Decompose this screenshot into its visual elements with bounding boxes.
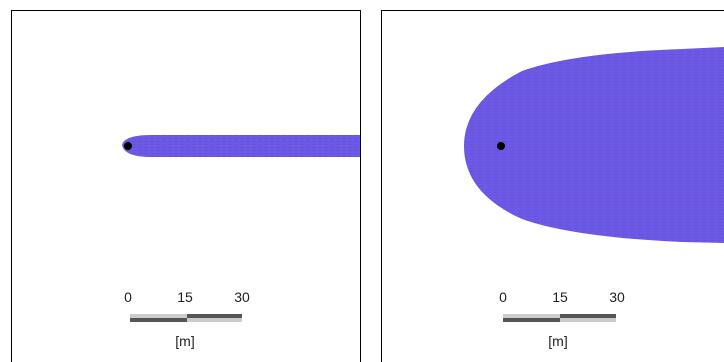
scale-tick-label: 15 [552, 289, 568, 305]
scale-tick-label: 15 [177, 289, 193, 305]
plume-figure [122, 135, 360, 157]
scale-segment-light [130, 314, 187, 318]
scale-tick-label: 30 [234, 289, 250, 305]
plume-shape [464, 47, 724, 243]
scale-unit-label: [m] [548, 333, 568, 349]
scale-segment-dark [187, 314, 242, 318]
source-point [124, 142, 132, 150]
scale-segment-light [503, 314, 560, 318]
scale-segment-dark [130, 318, 187, 322]
scale-tick-label: 30 [609, 289, 625, 305]
plume-figure [464, 47, 724, 243]
scale-segment-light [187, 318, 242, 322]
plume-panel-narrow: 0 15 30 [m] [11, 10, 361, 362]
plume-shape [122, 135, 360, 157]
scale-tick-label: 0 [124, 289, 132, 305]
scale-segment-dark [560, 314, 616, 318]
scale-tick-label: 0 [499, 289, 507, 305]
plume-panel-wide: 0 15 30 [m] [381, 10, 724, 362]
scale-unit-label: [m] [175, 333, 195, 349]
scale-segment-dark [503, 318, 560, 322]
source-point [497, 142, 505, 150]
scale-segment-light [560, 318, 616, 322]
